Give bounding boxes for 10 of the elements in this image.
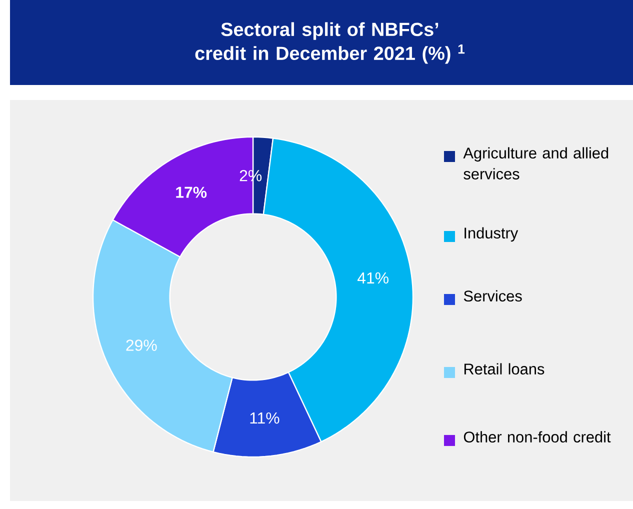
legend-label: Retail loans [464,363,544,375]
data-label: 41% [358,272,388,284]
data-label: 11% [250,412,280,424]
legend-label: Other non-food credit [464,431,611,443]
chart-title: Sectoral split of NBFCs’ credit in December 2021 (%) $^{1}$ [195,22,465,64]
legend-label: Agriculture and allied services [463,147,608,180]
data-label: 17% [176,186,207,198]
data-label: 29% [126,340,157,351]
legend-label: Services [464,290,522,302]
legend-label: Industry [464,227,518,242]
